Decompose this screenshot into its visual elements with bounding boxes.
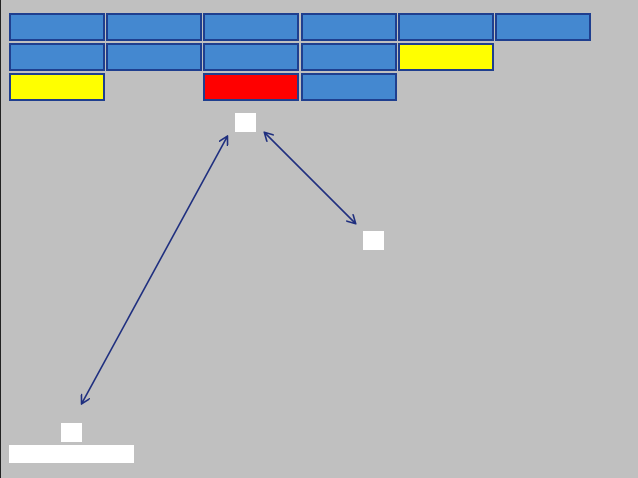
brick-yellow — [398, 43, 494, 71]
brick-blue — [203, 43, 299, 71]
ball-bottom — [61, 423, 82, 442]
ball-top — [235, 113, 256, 132]
brick-blue — [398, 13, 494, 41]
brick-blue — [301, 13, 397, 41]
brick-yellow — [9, 73, 105, 101]
paddle[interactable] — [9, 445, 134, 463]
brick-blue — [203, 13, 299, 41]
brick-blue — [301, 73, 397, 101]
ball-right — [363, 231, 384, 250]
brick-blue — [9, 43, 105, 71]
brick-blue — [9, 13, 105, 41]
brick-blue — [495, 13, 591, 41]
trajectory-arrow-top-to-bottom — [82, 137, 227, 403]
brick-blue — [106, 43, 202, 71]
brick-red — [203, 73, 299, 101]
trajectory-arrow-top-to-right — [265, 133, 355, 223]
brick-blue — [106, 13, 202, 41]
brick-blue — [301, 43, 397, 71]
